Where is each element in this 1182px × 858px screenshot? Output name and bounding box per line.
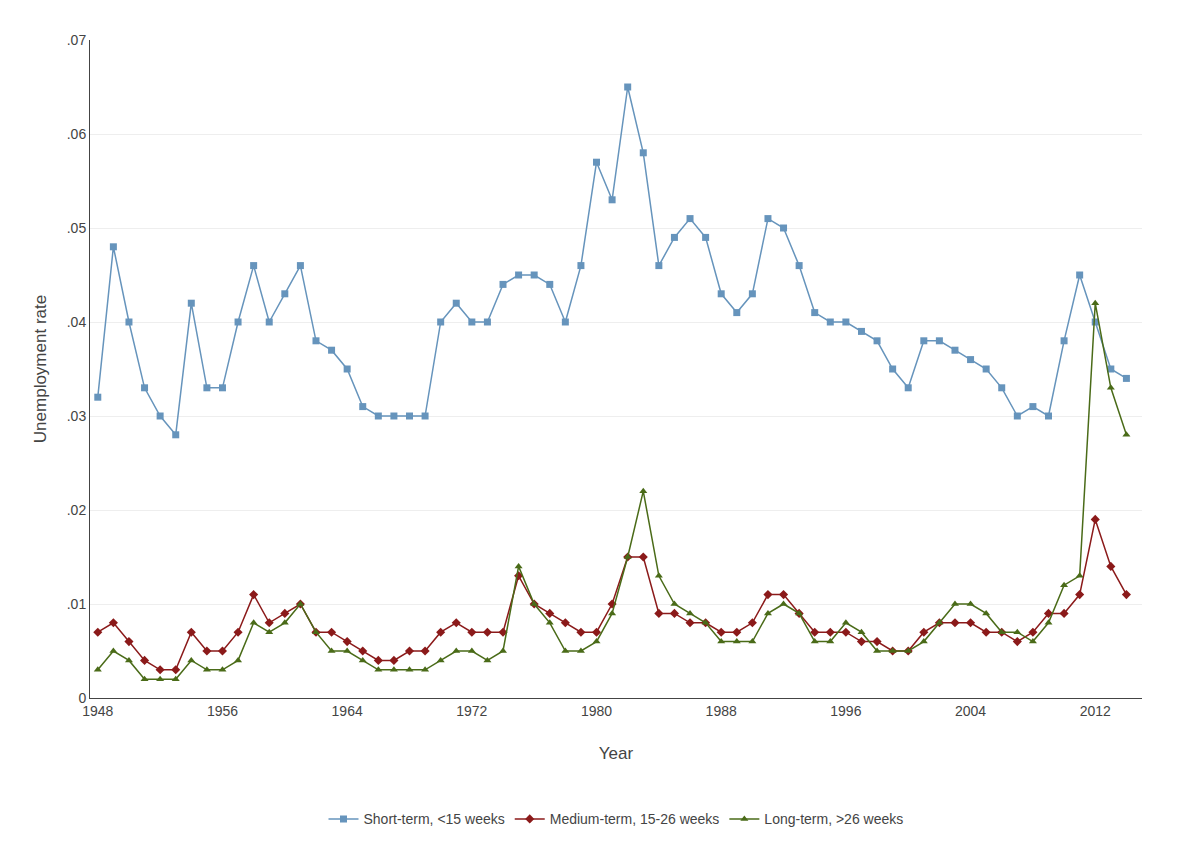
- svg-text:1972: 1972: [456, 703, 487, 719]
- svg-text:1964: 1964: [332, 703, 363, 719]
- svg-text:.04: .04: [67, 314, 87, 330]
- svg-text:1956: 1956: [207, 703, 238, 719]
- svg-text:.02: .02: [67, 502, 87, 518]
- svg-text:Medium-term, 15-26 weeks: Medium-term, 15-26 weeks: [550, 811, 720, 827]
- svg-text:2012: 2012: [1080, 703, 1111, 719]
- svg-text:.07: .07: [67, 32, 87, 48]
- svg-text:.06: .06: [67, 126, 87, 142]
- svg-text:1948: 1948: [82, 703, 113, 719]
- svg-text:Long-term, >26 weeks: Long-term, >26 weeks: [764, 811, 903, 827]
- svg-text:1996: 1996: [830, 703, 861, 719]
- svg-text:0: 0: [78, 690, 86, 706]
- svg-text:1980: 1980: [581, 703, 612, 719]
- svg-text:.05: .05: [67, 220, 87, 236]
- svg-text:1988: 1988: [706, 703, 737, 719]
- svg-text:Short-term, <15 weeks: Short-term, <15 weeks: [364, 811, 505, 827]
- svg-text:Year: Year: [599, 744, 634, 763]
- svg-text:Unemployment rate: Unemployment rate: [31, 295, 50, 443]
- svg-text:.01: .01: [67, 596, 87, 612]
- svg-text:2004: 2004: [955, 703, 986, 719]
- svg-text:.03: .03: [67, 408, 87, 424]
